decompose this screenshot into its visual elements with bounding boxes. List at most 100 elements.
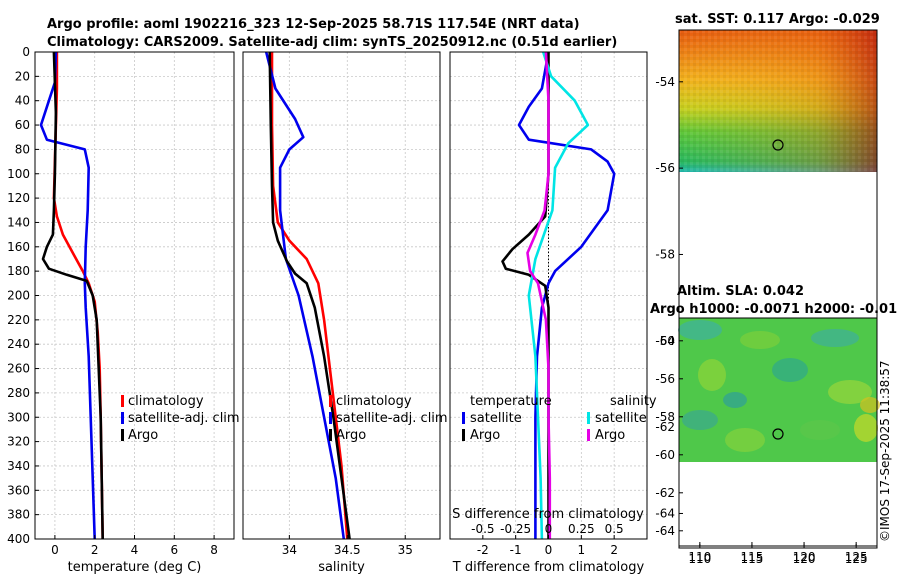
map-x-tick-label: 110 xyxy=(688,550,711,564)
y-tick-label: 140 xyxy=(7,215,30,229)
y-tick-label: 120 xyxy=(7,191,30,205)
sst-map: sat. SST: 0.117 Argo: -0.029 -54-56-58-6… xyxy=(655,12,879,566)
x-tick-label: 2 xyxy=(91,543,99,557)
x-tick-label: 35 xyxy=(398,543,413,557)
sla-texture xyxy=(723,392,747,408)
y-tick-label: 160 xyxy=(7,240,30,254)
series-line-satellite-adj-clim xyxy=(39,52,96,539)
map-x-tick-label: 110 xyxy=(688,552,711,566)
y-tick-label: 300 xyxy=(7,410,30,424)
y-tick-label: 400 xyxy=(7,532,30,546)
legend-swatch xyxy=(462,412,465,424)
sla-texture xyxy=(828,380,872,404)
timestamp: ©IMOS 17-Sep-2025 11:38:57 xyxy=(878,360,892,542)
series-line-argo xyxy=(268,52,351,539)
sla-map-title-line1: Altim. SLA: 0.042 xyxy=(677,284,804,299)
salinity-panel: 34 34.5 35 salinity climatology satellite-adj… xyxy=(242,51,448,575)
s-diff-tick-label: 0.25 xyxy=(568,522,595,536)
sla-map-title-line2: Argo h1000: -0.0071 h2000: -0.01 xyxy=(650,302,897,317)
sla-texture xyxy=(698,359,726,391)
series-line-salinity-argo xyxy=(526,52,552,539)
legend-swatch xyxy=(462,429,465,441)
y-tick-label: 100 xyxy=(7,167,30,181)
legend-swatch xyxy=(121,429,124,441)
map-y-tick-label: -64 xyxy=(655,524,675,538)
y-tick-label: 80 xyxy=(15,142,30,156)
y-tick-label: 220 xyxy=(7,313,30,327)
sst-map-pixel-texture xyxy=(679,30,877,172)
legend-swatch xyxy=(587,412,590,424)
sla-map-argo-marker xyxy=(772,428,784,440)
x-tick-label: 0 xyxy=(51,543,59,557)
map-y-tick-label: -62 xyxy=(655,486,675,500)
legend-label: satellite xyxy=(595,411,647,426)
legend-label: Argo xyxy=(595,428,625,443)
x-axis-label: temperature (deg C) xyxy=(68,560,202,575)
legend-label: satellite-adj. clim xyxy=(336,411,448,426)
map-y-tick-label: -58 xyxy=(655,410,675,424)
map-y-tick-label: -54 xyxy=(655,334,675,348)
legend-title-salinity: salinity xyxy=(610,394,657,409)
y-tick-label: 320 xyxy=(7,435,30,449)
legend-label: Argo xyxy=(128,428,158,443)
map-y-tick-label: -60 xyxy=(655,448,675,462)
temperature-panel: 0204060801001201401601802002202402602803… xyxy=(7,45,240,575)
map-y-tick-label: -60 xyxy=(655,334,675,348)
s-diff-tick-label: 0 xyxy=(545,522,553,536)
y-tick-label: 0 xyxy=(22,45,30,59)
sla-texture xyxy=(678,320,722,340)
legend-label: Argo xyxy=(470,428,500,443)
legend-label: Argo xyxy=(336,428,366,443)
sla-texture xyxy=(682,410,718,430)
x-tick-label: 34.5 xyxy=(334,543,361,557)
map-x-tick-label: 125 xyxy=(845,550,868,564)
x-axis-label: salinity xyxy=(318,560,365,575)
x-tick-label: 1 xyxy=(578,543,586,557)
legend-title-temperature: temperature xyxy=(470,394,552,409)
sla-texture xyxy=(772,358,808,382)
sla-texture xyxy=(811,329,859,347)
map-x-tick-label: 120 xyxy=(793,552,816,566)
difference-panel: -2 -1 0 1 2 T difference from climatology temp… xyxy=(449,51,657,575)
x-tick-label: 2 xyxy=(610,543,618,557)
x-axis-label: T difference from climatology xyxy=(452,560,645,575)
map-y-tick-label: -64 xyxy=(655,506,675,520)
y-tick-label: 200 xyxy=(7,289,30,303)
legend-swatch xyxy=(329,412,332,424)
legend-label: satellite xyxy=(470,411,522,426)
map-y-tick-label: -56 xyxy=(655,372,675,386)
series-line-salinity-satellite xyxy=(527,52,590,539)
figure-title-line1: Argo profile: aoml 1902216_323 12-Sep-20… xyxy=(47,17,580,32)
map-x-tick-label: 115 xyxy=(740,550,763,564)
x-tick-label: 4 xyxy=(131,543,139,557)
series-line-satellite-adj-clim xyxy=(264,52,346,539)
x-tick-label: 0 xyxy=(545,543,553,557)
map-x-tick-label: 115 xyxy=(740,552,763,566)
x-tick-label: -2 xyxy=(477,543,489,557)
x-tick-label: 8 xyxy=(210,543,218,557)
y-tick-label: 260 xyxy=(7,362,30,376)
y-tick-label: 40 xyxy=(15,94,30,108)
series-line-argo xyxy=(41,52,104,539)
y-tick-label: 280 xyxy=(7,386,30,400)
x-tick-label: 34 xyxy=(282,543,297,557)
sla-texture xyxy=(860,397,880,413)
y-tick-label: 180 xyxy=(7,264,30,278)
legend-swatch xyxy=(121,412,124,424)
map-y-tick-label: -56 xyxy=(655,161,675,175)
sla-map-frame xyxy=(678,317,878,547)
legend-swatch xyxy=(587,429,590,441)
y-tick-label: 360 xyxy=(7,483,30,497)
legend-label: satellite-adj. clim xyxy=(128,411,240,426)
s-diff-axis-label: S difference from climatology xyxy=(452,507,644,522)
sla-texture xyxy=(800,420,840,440)
legend-label: climatology xyxy=(336,394,412,409)
s-diff-tick-label: -0.25 xyxy=(500,522,531,536)
sst-map-title: sat. SST: 0.117 Argo: -0.029 xyxy=(675,12,880,27)
panel-frame xyxy=(242,51,441,540)
y-tick-label: 60 xyxy=(15,118,30,132)
sst-map-frame xyxy=(678,29,878,549)
map-y-tick-label: -62 xyxy=(655,420,675,434)
map-x-tick-label: 125 xyxy=(845,552,868,566)
legend-label: climatology xyxy=(128,394,204,409)
